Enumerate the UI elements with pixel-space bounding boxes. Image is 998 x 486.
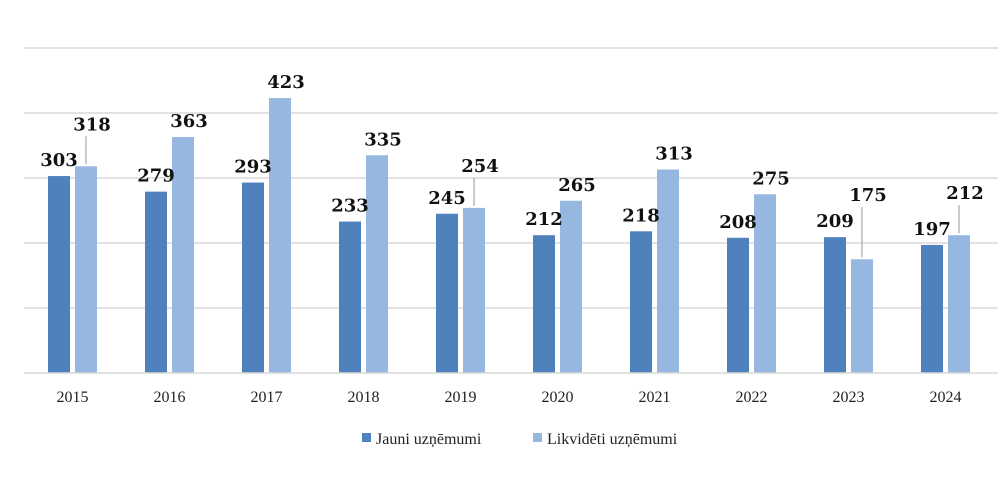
bar-jauni-2016	[145, 191, 167, 373]
data-label-jauni-2017: 293	[234, 157, 272, 178]
bar-jauni-2018	[339, 221, 361, 373]
bar-likvideti-2017	[269, 98, 291, 374]
data-label-jauni-2022: 208	[719, 212, 757, 233]
x-tick-label-2019: 2019	[445, 389, 477, 406]
data-labels: 303 318 279 363 293 423 233 335 245 254 212 265 218 3…	[40, 72, 984, 240]
x-tick-label-2020: 2020	[542, 389, 574, 406]
x-tick-label-2022: 2022	[736, 389, 768, 406]
data-label-likvideti-2024: 212	[946, 183, 984, 204]
x-tick-label-2023: 2023	[833, 389, 865, 406]
bar-jauni-2017	[242, 182, 264, 373]
data-label-jauni-2021: 218	[622, 205, 660, 226]
data-label-likvideti-2022: 275	[752, 168, 790, 189]
bar-likvideti-2018	[366, 155, 388, 373]
x-tick-label-2017: 2017	[251, 389, 283, 406]
bar-likvideti-2019	[463, 207, 485, 373]
data-label-jauni-2019: 245	[428, 188, 466, 209]
data-label-jauni-2020: 212	[525, 209, 563, 230]
bar-jauni-2019	[436, 213, 458, 373]
bar-jauni-2015	[48, 176, 70, 373]
bar-likvideti-2024	[948, 235, 970, 373]
bar-jauni-2020	[533, 235, 555, 373]
bar-likvideti-2022	[754, 194, 776, 373]
data-label-jauni-2023: 209	[816, 211, 854, 232]
legend-swatch-jauni	[362, 433, 371, 442]
data-label-likvideti-2021: 313	[655, 144, 693, 165]
legend: Jauni uzņēmumi Likvidēti uzņēmumi	[362, 431, 678, 448]
bar-likvideti-2015	[75, 166, 97, 373]
data-label-jauni-2018: 233	[331, 196, 369, 217]
data-label-jauni-2015: 303	[40, 150, 78, 171]
legend-swatch-likvideti	[533, 433, 542, 442]
x-tick-label-2024: 2024	[930, 389, 962, 406]
bar-likvideti-2023	[851, 259, 873, 373]
x-axis-tick-labels: 2015 2016 2017 2018 2019 2020 2021 2022 2023 2024	[57, 389, 962, 406]
bar-likvideti-2016	[172, 137, 194, 373]
bar-jauni-2021	[630, 231, 652, 373]
legend-label-likvideti: Likvidēti uzņēmumi	[547, 431, 678, 448]
data-label-likvideti-2018: 335	[364, 129, 402, 150]
data-label-likvideti-2020: 265	[558, 175, 596, 196]
bar-jauni-2023	[824, 237, 846, 373]
bar-likvideti-2021	[657, 169, 679, 373]
bars	[48, 98, 970, 374]
x-tick-label-2015: 2015	[57, 389, 89, 406]
data-label-likvideti-2016: 363	[170, 111, 208, 132]
data-label-likvideti-2015: 318	[73, 114, 111, 135]
legend-label-jauni: Jauni uzņēmumi	[376, 431, 482, 448]
x-tick-label-2021: 2021	[639, 389, 671, 406]
bar-jauni-2022	[727, 237, 749, 373]
data-label-jauni-2024: 197	[913, 219, 951, 240]
x-tick-label-2016: 2016	[154, 389, 186, 406]
x-tick-label-2018: 2018	[348, 389, 380, 406]
leader-lines	[85, 136, 960, 258]
data-label-likvideti-2023: 175	[849, 185, 887, 206]
bar-likvideti-2020	[560, 200, 582, 373]
data-label-jauni-2016: 279	[137, 166, 175, 187]
data-label-likvideti-2019: 254	[461, 156, 499, 177]
data-label-likvideti-2017: 423	[267, 72, 305, 93]
bar-jauni-2024	[921, 244, 943, 373]
